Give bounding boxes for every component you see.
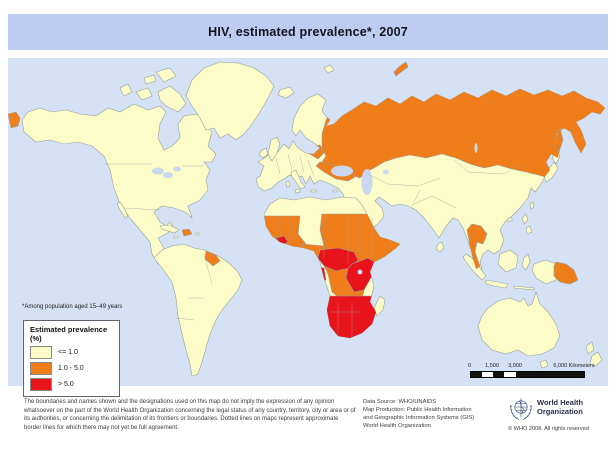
credit-line-3: and Geographic Information Systems (GIS) [363,414,475,421]
copyright-line: © WHO 2008. All rights reserved [508,426,589,432]
map-footnote: *Among population aged 15–49 years [22,304,123,310]
region-british-isles [258,136,281,162]
legend-label-high: > 5.0 [58,381,74,388]
region-madagascar [373,295,386,317]
region-sri-lanka [435,241,445,253]
legend-title: Estimated prevalence (%) [30,325,108,343]
who-name-line-2: Organization [537,406,583,416]
scale-bar: 0 1,500 3,000 6,000 Kilometers [460,363,600,379]
credit-line-1: Data Source: WHO/UNAIDS [363,399,437,405]
region-novaya-zemlya [393,61,409,77]
page-title: HIV, estimated prevalence*, 2007 [208,25,408,39]
legend-swatch-high [30,378,52,391]
data-source-credits: Data Source: WHO/UNAIDS Map Production: … [363,399,474,431]
region-russia [321,89,605,179]
title-banner: HIV, estimated prevalence*, 2007 [8,14,608,50]
region-new-zealand [585,341,603,367]
region-taiwan-hainan [507,201,535,222]
region-haiti [181,228,193,237]
region-south-america [153,243,243,377]
who-logo-icon [510,398,532,420]
who-wordmark: World Health Organization [537,398,584,417]
credit-line-4: World Health Organization [363,422,431,429]
region-east-africa [345,257,379,293]
legend-item-mid: 1.0 - 5.0 [30,362,114,375]
legend-label-low: <= 1.0 [58,349,78,356]
world-map: *Among population aged 15–49 years Estim… [8,58,608,397]
legend-item-low: <= 1.0 [30,346,114,359]
water-bodies [152,143,478,275]
scale-tick-6000: 6,000 Kilometers [553,363,595,369]
legend-swatch-low [30,346,52,359]
legend-label-mid: 1.0 - 5.0 [58,365,84,372]
legend-item-high: > 5.0 [30,378,114,391]
region-chukotka-left-edge [8,111,21,129]
region-greenland [185,61,275,141]
scale-tick-1500: 1,500 [485,363,499,369]
boundaries-disclaimer: The boundaries and names shown and the d… [24,399,356,431]
great-lakes-3 [173,166,181,172]
black-sea [331,165,353,177]
region-thailand [466,223,488,270]
region-caribbean-low [159,224,200,239]
region-sakhalin [554,127,564,153]
region-arctic-islands [119,67,187,113]
lake-baikal [474,143,478,153]
legend-swatch-mid [30,362,52,375]
who-name-line-1: World Health [537,398,584,407]
region-iceland [277,86,295,99]
region-new-guinea-west [531,259,557,285]
region-italy [285,169,338,194]
aral-sea [383,169,389,175]
country-border-lines [104,153,521,338]
scale-tick-3000: 3,000 [508,363,522,369]
legend-box: Estimated prevalence (%) <= 1.0 1.0 - 5.… [23,320,120,397]
great-lakes [152,167,164,175]
region-australia [477,291,561,357]
lake-victoria [357,269,363,275]
region-tasmania [539,359,549,369]
region-papua-new-guinea [553,261,579,285]
scale-tick-0: 0 [468,363,472,369]
caspian-sea [361,169,373,195]
credit-line-2: Map Production: Public Health Informatio… [363,406,472,413]
great-lakes-2 [163,172,173,178]
scale-bar-graphic [470,371,585,378]
region-philippines [521,213,533,235]
region-indonesia [462,249,535,291]
land-low-prevalence [21,61,606,377]
region-svalbard [323,64,335,74]
